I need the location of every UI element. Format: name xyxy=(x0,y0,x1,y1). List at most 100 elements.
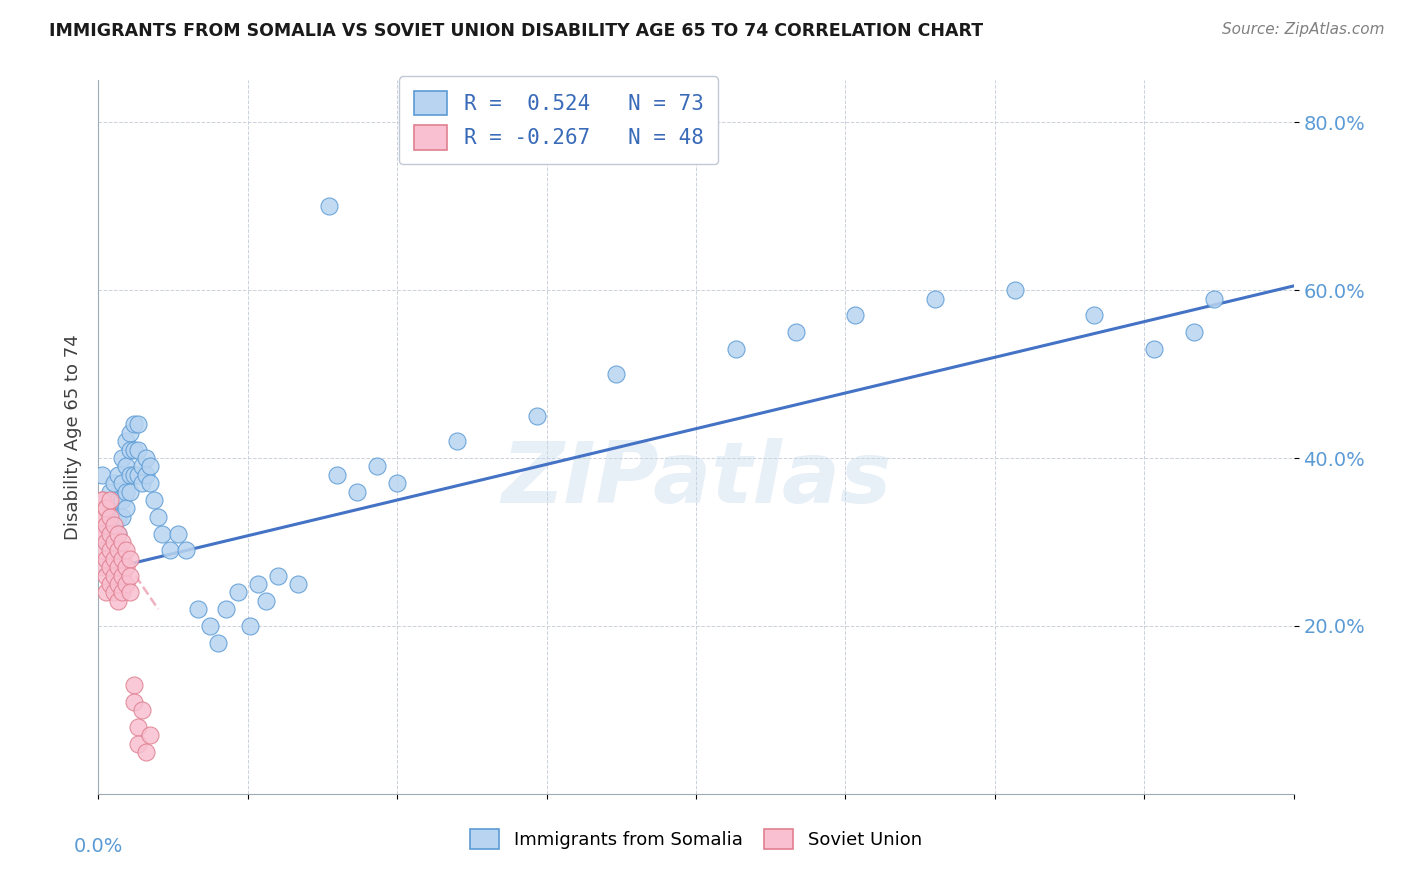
Point xyxy=(446,434,468,449)
Point xyxy=(127,417,149,432)
Point xyxy=(785,325,807,339)
Point xyxy=(107,526,129,541)
Point xyxy=(107,560,129,574)
Point xyxy=(96,518,118,533)
Point xyxy=(127,467,149,482)
Point xyxy=(96,501,118,516)
Point xyxy=(91,518,114,533)
Point xyxy=(91,467,114,482)
Point xyxy=(107,509,129,524)
Point xyxy=(127,442,149,457)
Point xyxy=(1004,283,1026,297)
Point xyxy=(124,678,146,692)
Point xyxy=(605,367,627,381)
Point xyxy=(98,577,122,591)
Point xyxy=(98,509,122,524)
Point xyxy=(115,501,138,516)
Point xyxy=(267,568,290,582)
Point xyxy=(107,594,129,608)
Text: 0.0%: 0.0% xyxy=(73,837,124,855)
Point xyxy=(91,526,114,541)
Point xyxy=(98,493,122,508)
Point xyxy=(120,484,142,499)
Point xyxy=(844,309,866,323)
Point xyxy=(124,467,146,482)
Point xyxy=(96,568,118,582)
Point xyxy=(318,199,340,213)
Point xyxy=(111,509,134,524)
Point xyxy=(98,535,122,549)
Point xyxy=(91,509,114,524)
Point xyxy=(1143,342,1166,356)
Point xyxy=(159,543,181,558)
Point xyxy=(103,551,125,566)
Text: Source: ZipAtlas.com: Source: ZipAtlas.com xyxy=(1222,22,1385,37)
Point xyxy=(150,526,173,541)
Point xyxy=(98,509,122,524)
Point xyxy=(107,577,129,591)
Point xyxy=(246,577,269,591)
Point xyxy=(115,484,138,499)
Point xyxy=(115,560,138,574)
Legend: Immigrants from Somalia, Soviet Union: Immigrants from Somalia, Soviet Union xyxy=(463,822,929,856)
Point xyxy=(103,476,125,491)
Point xyxy=(107,467,129,482)
Point xyxy=(103,518,125,533)
Point xyxy=(385,476,409,491)
Point xyxy=(98,543,122,558)
Text: ZIPatlas: ZIPatlas xyxy=(501,438,891,522)
Point xyxy=(103,501,125,516)
Point xyxy=(526,409,548,423)
Point xyxy=(115,577,138,591)
Point xyxy=(135,451,157,466)
Point xyxy=(103,518,125,533)
Point xyxy=(98,484,122,499)
Point xyxy=(91,526,114,541)
Point xyxy=(103,535,125,549)
Point xyxy=(131,476,153,491)
Point xyxy=(91,543,114,558)
Point xyxy=(120,585,142,599)
Point xyxy=(107,543,129,558)
Point xyxy=(1202,292,1225,306)
Point xyxy=(111,535,134,549)
Point xyxy=(131,459,153,474)
Point xyxy=(111,551,134,566)
Point xyxy=(91,493,114,508)
Point xyxy=(107,543,129,558)
Point xyxy=(103,568,125,582)
Point xyxy=(111,493,134,508)
Point xyxy=(287,577,309,591)
Point xyxy=(174,543,197,558)
Point xyxy=(124,417,146,432)
Point xyxy=(120,442,142,457)
Point xyxy=(111,568,134,582)
Point xyxy=(120,425,142,440)
Point xyxy=(120,551,142,566)
Point xyxy=(131,703,153,717)
Point xyxy=(1083,309,1105,323)
Y-axis label: Disability Age 65 to 74: Disability Age 65 to 74 xyxy=(63,334,82,540)
Point xyxy=(198,619,221,633)
Point xyxy=(215,602,238,616)
Text: IMMIGRANTS FROM SOMALIA VS SOVIET UNION DISABILITY AGE 65 TO 74 CORRELATION CHAR: IMMIGRANTS FROM SOMALIA VS SOVIET UNION … xyxy=(49,22,983,40)
Point xyxy=(107,493,129,508)
Point xyxy=(143,493,166,508)
Point xyxy=(226,585,249,599)
Point xyxy=(103,585,125,599)
Point xyxy=(127,720,149,734)
Point xyxy=(135,467,157,482)
Point xyxy=(111,476,134,491)
Point xyxy=(139,476,162,491)
Point xyxy=(254,594,277,608)
Point xyxy=(346,484,368,499)
Point xyxy=(91,509,114,524)
Point xyxy=(91,493,114,508)
Point xyxy=(115,459,138,474)
Point xyxy=(91,560,114,574)
Point xyxy=(120,568,142,582)
Point xyxy=(139,728,162,742)
Point xyxy=(120,467,142,482)
Point xyxy=(96,535,118,549)
Point xyxy=(115,434,138,449)
